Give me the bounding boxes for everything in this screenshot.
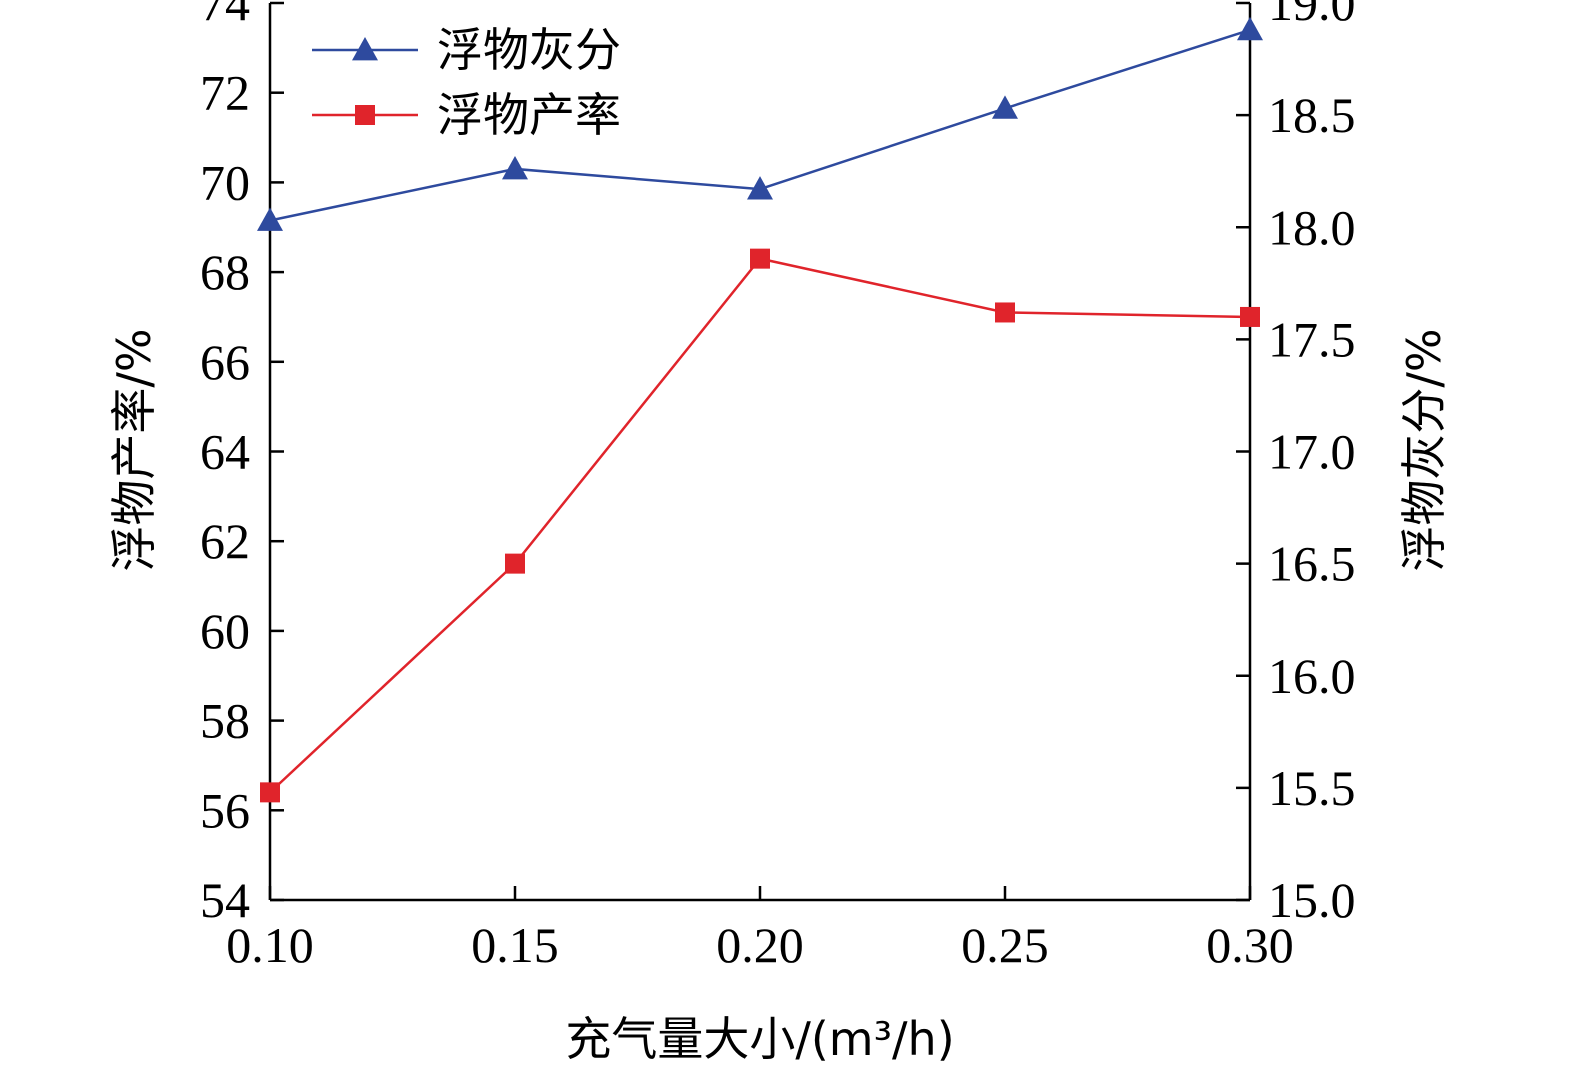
data-point (750, 248, 770, 269)
x-axis-title: 充气量大小/(m³/h) (565, 1012, 954, 1066)
axes (268, 3, 1252, 902)
x-axis-ticks: 0.10 0.15 0.20 0.25 0.30 (226, 886, 1294, 973)
right-axis-title: 浮物灰分/% (1397, 328, 1451, 571)
legend-marker (355, 105, 375, 125)
right-tick-label: 16.5 (1268, 536, 1356, 592)
series-layer (257, 16, 1263, 803)
left-tick-label: 56 (200, 782, 250, 838)
right-tick-label: 15.0 (1268, 872, 1356, 928)
series-line (269, 257, 1251, 794)
left-tick-label: 60 (200, 603, 250, 659)
left-tick-label: 66 (200, 334, 250, 390)
left-tick-label: 58 (200, 693, 250, 749)
data-point (505, 553, 525, 574)
left-tick-label: 62 (200, 513, 250, 569)
legend-label: 浮物灰分 (437, 23, 621, 77)
x-tick-label: 0.10 (226, 917, 314, 973)
x-tick-label: 0.30 (1206, 917, 1294, 973)
legend-marker (352, 37, 378, 61)
data-point (992, 95, 1018, 119)
right-axis-ticks: 15.0 15.5 16.0 16.5 17.0 17.5 18.0 18.5 19.0 (1236, 0, 1356, 928)
data-point (257, 207, 283, 231)
data-point (1237, 16, 1263, 41)
x-tick-label: 0.15 (471, 917, 559, 973)
left-tick-label: 72 (200, 65, 250, 121)
left-tick-label: 74 (200, 0, 250, 31)
left-axis-ticks: 54 56 58 60 62 64 66 68 70 72 74 (200, 0, 284, 928)
right-tick-label: 18.0 (1268, 199, 1356, 255)
left-tick-label: 68 (200, 244, 250, 300)
x-tick-label: 0.20 (716, 917, 804, 973)
left-tick-label: 54 (200, 872, 250, 928)
right-tick-label: 16.0 (1268, 648, 1356, 704)
legend-label: 浮物产率 (437, 88, 621, 142)
data-point (747, 176, 773, 200)
left-tick-label: 64 (200, 424, 250, 480)
right-tick-label: 15.5 (1268, 760, 1356, 816)
right-tick-label: 19.0 (1268, 0, 1356, 31)
data-point (502, 155, 528, 180)
right-tick-label: 17.5 (1268, 311, 1356, 367)
data-point (1240, 306, 1260, 327)
data-point (260, 782, 280, 803)
right-tick-label: 17.0 (1268, 424, 1356, 480)
data-point (995, 302, 1015, 323)
x-tick-label: 0.25 (961, 917, 1049, 973)
right-tick-label: 18.5 (1268, 87, 1356, 143)
left-axis-title: 浮物产率/% (107, 328, 161, 571)
left-tick-label: 70 (200, 154, 250, 210)
